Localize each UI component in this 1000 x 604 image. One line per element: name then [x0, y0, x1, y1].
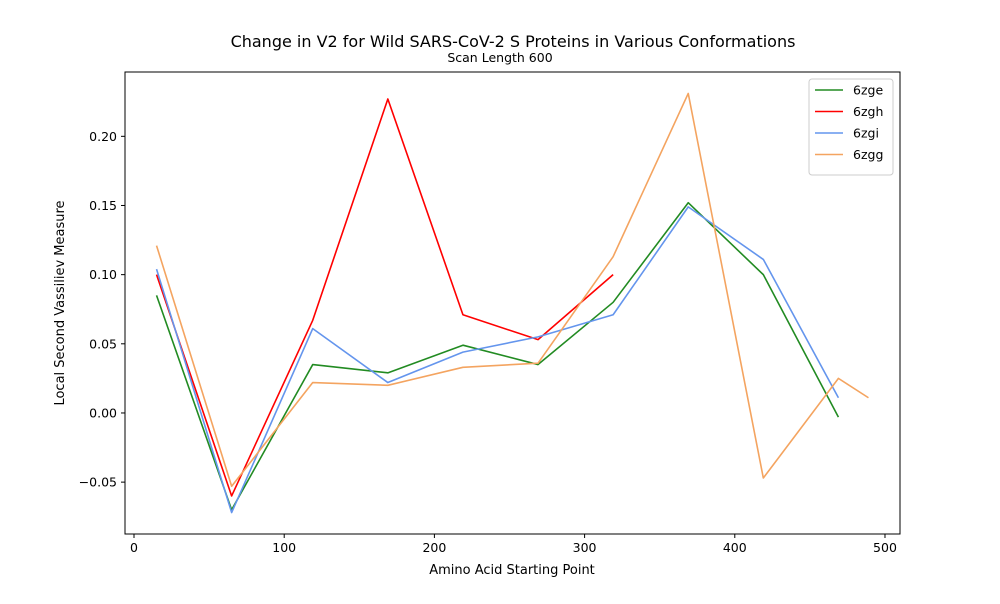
x-tick-label: 500	[873, 540, 897, 555]
x-tick-label: 200	[422, 540, 446, 555]
series-lines	[155, 92, 869, 514]
y-tick-label: 0.10	[89, 267, 117, 282]
chart-subtitle: Scan Length 600	[447, 50, 552, 65]
legend-label: 6zge	[853, 83, 883, 98]
x-tick-label: 0	[130, 540, 138, 555]
series-line-6zge	[155, 201, 840, 511]
y-tick-label: 0.15	[89, 198, 117, 213]
legend-label: 6zgh	[853, 104, 883, 119]
chart-title: Change in V2 for Wild SARS-CoV-2 S Prote…	[231, 32, 796, 51]
series-line-6zgg	[155, 92, 869, 488]
plot-frame	[124, 71, 901, 535]
series-line-6zgi	[155, 206, 840, 514]
legend-label: 6zgg	[853, 147, 883, 162]
y-tick-label: −0.05	[79, 475, 117, 490]
legend: 6zge 6zgh 6zgi 6zgg	[808, 78, 894, 176]
x-tick-label: 300	[573, 540, 597, 555]
y-tick-label: 0.20	[89, 129, 117, 144]
legend-box	[808, 78, 894, 176]
y-axis-label: Local Second Vassiliev Measure	[53, 200, 68, 405]
x-axis-label: Amino Acid Starting Point	[429, 563, 595, 578]
y-tick-label: 0.00	[89, 405, 117, 420]
x-tick-label: 400	[723, 540, 747, 555]
axis-ticks: 0 100 200 300 400 500 −0.05 0.00 0.05 0.10 0.15 0.2…	[79, 129, 897, 555]
x-tick-label: 100	[272, 540, 296, 555]
y-tick-label: 0.05	[89, 336, 117, 351]
legend-label: 6zgi	[853, 126, 879, 141]
series-line-6zgh	[155, 98, 614, 497]
